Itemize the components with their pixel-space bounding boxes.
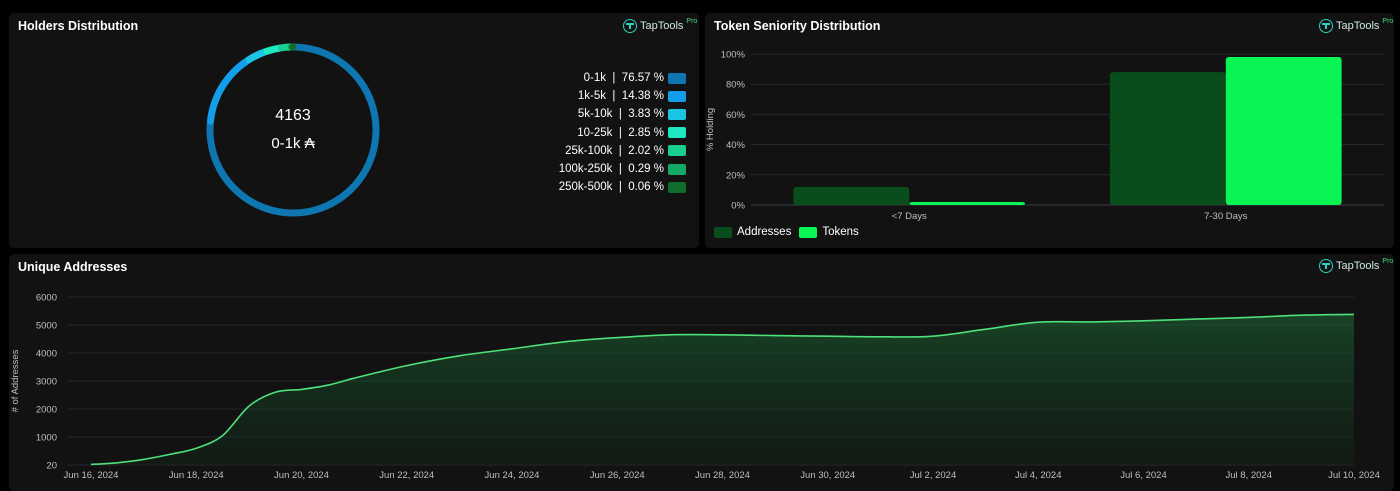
taptools-brand[interactable]: TapTools Pro (1319, 257, 1393, 275)
legend-swatch (668, 72, 686, 84)
holders-legend: 0-1k | 76.57 % 1k-5k | 14.38 % 5k-10k | 3.… (529, 69, 686, 196)
legend-item[interactable]: 0-1k | 76.57 % (529, 69, 686, 87)
donut-slice (245, 48, 269, 64)
y-tick-label: 6000 (36, 293, 57, 304)
x-tick-label: 7-30 Days (1204, 211, 1248, 222)
x-tick-label: <7 Days (892, 211, 927, 222)
legend-label: Addresses (737, 226, 792, 238)
legend-label: 0-1k | 76.57 % (583, 72, 664, 85)
series-line (90, 313, 1355, 466)
y-tick-label: 20 (46, 461, 57, 472)
legend-item[interactable]: Addresses (714, 226, 791, 238)
y-axis-title: # of Addresses (10, 349, 21, 412)
x-tick-label: Jul 6, 2024 (1120, 470, 1166, 481)
legend-item[interactable]: 250k-500k | 0.06 % (529, 178, 686, 196)
taptools-logo-icon (1319, 259, 1333, 273)
legend-label: 5k-10k | 3.83 % (577, 108, 664, 121)
x-tick-label: Jun 22, 2024 (379, 470, 434, 481)
legend-item[interactable]: 100k-250k | 0.29 % (529, 160, 686, 178)
legend-item[interactable]: Tokens (799, 226, 859, 238)
y-tick-label: 80% (726, 80, 746, 91)
x-tick-label: Jul 8, 2024 (1226, 470, 1272, 481)
legend-swatch (668, 108, 686, 120)
legend-swatch (668, 163, 686, 175)
x-tick-label: Jun 16, 2024 (64, 470, 119, 481)
x-tick-label: Jul 2, 2024 (910, 470, 956, 481)
holders-title: Holders Distribution (18, 19, 139, 33)
taptools-logo-icon (1319, 19, 1333, 33)
area-fill (91, 314, 1354, 465)
legend-label: 1k-5k | 14.38 % (577, 90, 664, 103)
x-tick-label: Jun 24, 2024 (485, 470, 540, 481)
legend-swatch (668, 181, 686, 193)
seniority-title: Token Seniority Distribution (714, 19, 881, 33)
token-seniority-panel: Token Seniority Distribution TapTools Pr… (705, 13, 1394, 248)
x-tick-label: Jul 10, 2024 (1328, 470, 1380, 481)
y-tick-label: 20% (726, 170, 746, 181)
donut-center-label: 0-1k ₳ (271, 135, 315, 152)
donut-slice (206, 57, 252, 125)
y-tick-label: 100% (721, 50, 746, 61)
x-tick-label: Jun 30, 2024 (800, 470, 855, 481)
legend-label: 25k-100k | 2.02 % (565, 144, 664, 157)
taptools-brand[interactable]: TapTools Pro (1319, 17, 1393, 35)
brand-name: TapTools (1336, 260, 1380, 272)
holders-donut-chart (206, 43, 380, 217)
unique-addresses-area-chart: 20 1000 2000 3000 4000 5000 6000 # of Addresses… (10, 293, 1380, 482)
brand-badge: Pro (1382, 17, 1394, 25)
y-tick-label: 2000 (36, 405, 57, 416)
legend-item[interactable]: 5k-10k | 3.83 % (529, 105, 686, 123)
y-tick-label: 0% (731, 201, 745, 212)
seniority-bar-chart: 0% 20% 40% 60% 80% 100% % Holding <7 Days 7-30 D… (705, 50, 1384, 222)
bar (1109, 72, 1226, 205)
x-tick-label: Jun 28, 2024 (695, 470, 750, 481)
y-tick-label: 60% (726, 110, 746, 121)
legend-swatch (714, 226, 732, 238)
donut-slice (206, 43, 380, 217)
y-tick-label: 4000 (36, 349, 57, 360)
legend-swatch (668, 145, 686, 157)
legend-swatch (668, 127, 686, 139)
donut-slice (263, 44, 284, 55)
brand-badge: Pro (1382, 257, 1394, 265)
legend-swatch (799, 226, 818, 238)
x-tick-label: Jun 18, 2024 (169, 470, 224, 481)
holders-distribution-panel: Holders Distribution TapTools Pro 4163 0… (9, 13, 699, 248)
legend-label: 100k-250k | 0.29 % (558, 163, 664, 176)
bar (1225, 57, 1342, 205)
legend-label: Tokens (822, 226, 859, 238)
y-tick-label: 3000 (36, 377, 57, 388)
x-tick-label: Jun 26, 2024 (590, 470, 645, 481)
taptools-brand[interactable]: TapTools Pro (623, 17, 697, 35)
legend-label: 250k-500k | 0.06 % (558, 181, 664, 194)
x-tick-label: Jul 4, 2024 (1015, 470, 1061, 481)
brand-badge: Pro (686, 17, 698, 25)
donut-center-value: 4163 (275, 107, 311, 124)
unique-addresses-panel: Unique Addresses TapTools Pro 20 1000 2000… (9, 254, 1394, 491)
legend-item[interactable]: 1k-5k | 14.38 % (529, 87, 686, 105)
unique-title: Unique Addresses (18, 260, 128, 274)
brand-name: TapTools (640, 20, 684, 32)
y-axis-title: % Holding (705, 108, 716, 151)
taptools-logo-icon (623, 19, 637, 33)
y-tick-label: 1000 (36, 433, 57, 444)
bar (793, 186, 910, 205)
brand-name: TapTools (1336, 20, 1380, 32)
x-tick-label: Jun 20, 2024 (274, 470, 329, 481)
y-tick-label: 40% (726, 140, 746, 151)
seniority-legend: Addresses Tokens (714, 226, 861, 238)
legend-label: 10-25k | 2.85 % (577, 126, 664, 139)
legend-item[interactable]: 25k-100k | 2.02 % (529, 142, 686, 160)
y-tick-label: 5000 (36, 321, 57, 332)
bar (909, 202, 1026, 205)
legend-item[interactable]: 10-25k | 2.85 % (529, 124, 686, 142)
legend-swatch (668, 90, 686, 102)
